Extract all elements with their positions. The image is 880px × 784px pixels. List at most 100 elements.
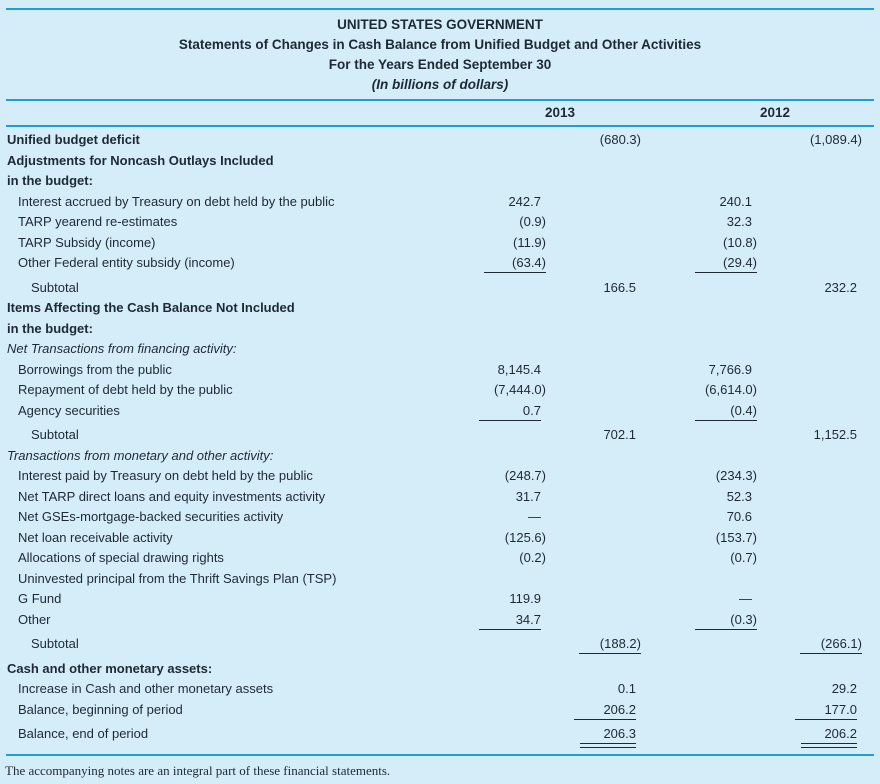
value-cell [445, 341, 541, 356]
table-row: Net GSEs-mortgage-backed securities acti… [6, 509, 857, 530]
row-label: Allocations of special drawing rights [18, 550, 224, 565]
value-cell [541, 468, 636, 483]
table-row: Net loan receivable activity (125.6) (153.… [6, 530, 857, 551]
row-label: TARP yearend re-estimates [18, 214, 178, 229]
table-row: Increase in Cash and other monetary asse… [6, 681, 857, 702]
value-cell: (234.3) [715, 468, 757, 483]
value-cell [541, 382, 636, 397]
table-row: Allocations of special drawing rights (0.… [6, 550, 857, 571]
value-cell [541, 362, 636, 377]
value-cell: 206.2 [752, 726, 857, 748]
value-cell: (0.4) [636, 403, 757, 421]
value-cell [636, 280, 752, 295]
table-row: Net Transactions from financing activity… [6, 341, 857, 362]
value-cell [445, 427, 541, 442]
value-cell [752, 403, 857, 418]
value-cell [541, 321, 636, 336]
column-header-row: 2013 2012 [6, 101, 874, 125]
value-cell [541, 403, 636, 418]
table-row: Balance, end of period 206.3 206.2 [6, 726, 857, 748]
value-cell [752, 153, 857, 168]
table-row: Agency securities 0.7 (0.4) [6, 403, 857, 424]
value-cell: (0.3) [636, 612, 757, 630]
table-row: Transactions from monetary and other act… [6, 448, 857, 469]
table-body: Unified budget deficit (680.3) (1,089.4) Ad… [0, 127, 880, 748]
value-cell: 206.2 [541, 702, 636, 720]
column-header-rule [6, 125, 874, 127]
value-cell [636, 300, 752, 315]
row-label: Transactions from monetary and other act… [7, 447, 274, 463]
row-label: Adjustments for Noncash Outlays Included [7, 152, 274, 168]
value-cell [752, 489, 857, 504]
row-label: Net GSEs-mortgage-backed securities acti… [18, 509, 284, 524]
value-cell: 166.5 [603, 279, 636, 295]
value-cell [445, 571, 541, 586]
value-cell [752, 591, 857, 606]
value-cell: 29.2 [831, 681, 857, 696]
row-label: Other [18, 611, 51, 627]
value-cell [445, 280, 541, 295]
value-cell [541, 550, 636, 565]
row-label: Cash and other monetary assets: [7, 660, 213, 676]
table-row: Cash and other monetary assets: [6, 661, 857, 682]
row-label: Agency securities [18, 402, 120, 418]
value-cell: 702.1 [603, 427, 636, 442]
value-cell [541, 448, 636, 463]
value-cell: 8,145.4 [497, 361, 541, 377]
value-cell [752, 235, 857, 250]
table-row: Balance, beginning of period 206.2 177.0 [6, 702, 857, 723]
value-cell [752, 571, 857, 586]
value-cell: (0.7) [730, 550, 757, 565]
value-cell: (7,444.0) [493, 382, 546, 397]
value-cell [445, 661, 541, 676]
value-cell: (188.2) [541, 636, 641, 654]
value-cell: 32.3 [726, 214, 752, 229]
value-cell: (1,089.4) [809, 132, 862, 147]
value-cell: (10.8) [723, 234, 757, 250]
value-cell [752, 509, 857, 524]
value-cell: 206.3 [541, 726, 636, 748]
row-label: Interest paid by Treasury on debt held b… [18, 468, 313, 483]
period-title: For the Years Ended September 30 [328, 57, 552, 72]
statement-header: UNITED STATES GOVERNMENT Statements of C… [0, 10, 880, 99]
value-cell [541, 489, 636, 504]
value-cell [541, 591, 636, 606]
row-label: in the budget: [7, 320, 93, 336]
value-cell [445, 702, 541, 717]
value-cell [445, 132, 541, 147]
table-row: Borrowings from the public 8,145.4 7,766.9 [6, 362, 857, 383]
value-cell [541, 530, 636, 545]
value-cell [636, 726, 752, 741]
value-cell [752, 468, 857, 483]
value-cell [752, 382, 857, 397]
value-cell [752, 362, 857, 377]
row-label: Balance, end of period [18, 726, 149, 741]
row-label: Interest accrued by Treasury on debt hel… [18, 193, 335, 209]
value-cell [636, 448, 752, 463]
value-cell [752, 255, 857, 270]
value-cell [752, 550, 857, 565]
value-cell: (6,614.0) [704, 382, 757, 397]
value-cell [752, 194, 857, 209]
value-cell: 34.7 [445, 612, 541, 630]
value-cell [541, 214, 636, 229]
value-cell [541, 571, 636, 586]
column-header-2012: 2012 [759, 105, 791, 120]
value-cell [752, 300, 857, 315]
value-cell: (29.4) [636, 255, 757, 273]
value-cell [445, 173, 541, 188]
value-cell [636, 661, 752, 676]
value-cell [541, 235, 636, 250]
value-cell [636, 153, 752, 168]
value-cell: (680.3) [599, 132, 641, 147]
row-label: TARP Subsidy (income) [18, 234, 156, 250]
value-cell: (153.7) [715, 529, 757, 545]
value-cell [636, 321, 752, 336]
table-row: Other 34.7 (0.3) [6, 612, 857, 633]
bottom-rule [6, 753, 874, 756]
row-label: G Fund [18, 591, 62, 606]
table-row: Net TARP direct loans and equity investm… [6, 489, 857, 510]
table-row: Interest accrued by Treasury on debt hel… [6, 194, 857, 215]
value-cell: 177.0 [752, 702, 857, 720]
